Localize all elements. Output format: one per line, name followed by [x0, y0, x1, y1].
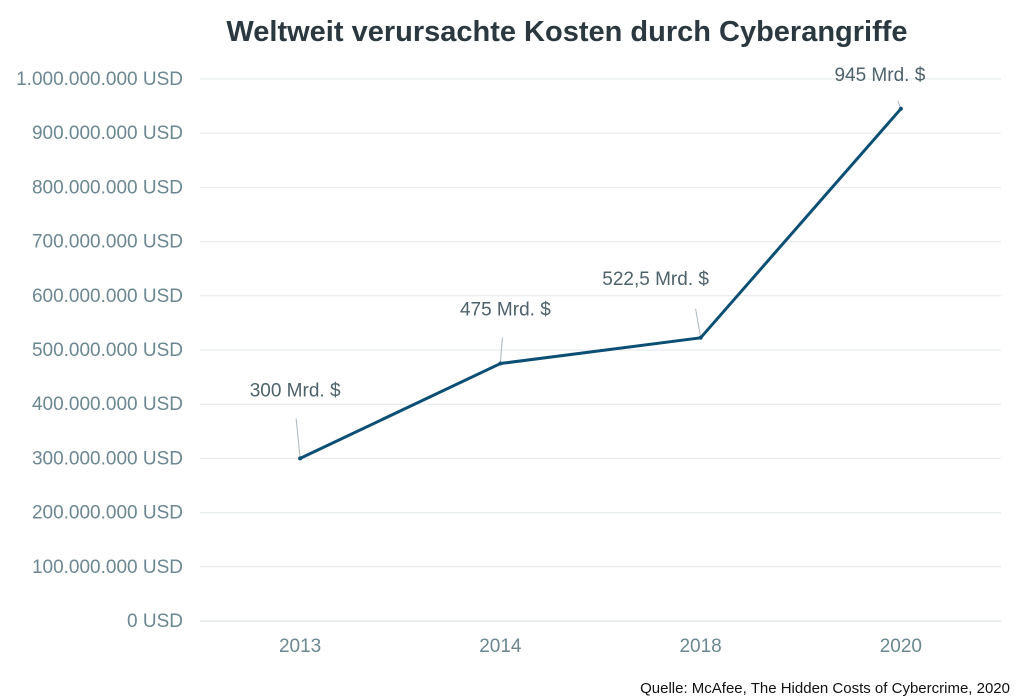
- y-tick-label: 0 USD: [127, 611, 183, 632]
- data-point: [298, 456, 303, 461]
- x-tick-label: 2014: [479, 636, 522, 657]
- data-point: [898, 106, 903, 111]
- chart-title: Weltweit verursachte Kosten durch Cybera…: [226, 16, 907, 48]
- data-label: 300 Mrd. $: [250, 380, 341, 401]
- y-axis: 0 USD 100.000.000 USD 200.000.000 USD 300.0…: [16, 69, 183, 632]
- data-labels: 300 Mrd. $ 475 Mrd. $ 522,5 Mrd. $ 945 Mrd.…: [250, 65, 926, 402]
- y-tick-label: 400.000.000 USD: [32, 394, 183, 415]
- series-layer: [298, 106, 903, 461]
- x-tick-label: 2013: [279, 636, 321, 657]
- y-tick-label: 600.000.000 USD: [32, 286, 183, 307]
- y-tick-label: 700.000.000 USD: [32, 232, 183, 253]
- data-point: [498, 361, 503, 366]
- leader-line: [695, 308, 702, 338]
- x-tick-label: 2020: [880, 636, 922, 657]
- leader-line: [295, 418, 301, 459]
- y-tick-label: 100.000.000 USD: [32, 557, 183, 578]
- series-line: [298, 107, 903, 460]
- data-label: 945 Mrd. $: [834, 65, 925, 86]
- data-point: [698, 335, 703, 340]
- x-tick-label: 2018: [679, 636, 721, 657]
- data-label: 475 Mrd. $: [460, 300, 551, 321]
- y-tick-label: 800.000.000 USD: [32, 177, 183, 198]
- leader-line: [499, 337, 503, 364]
- y-tick-label: 300.000.000 USD: [32, 448, 183, 469]
- y-tick-label: 500.000.000 USD: [32, 340, 183, 361]
- source-note: Quelle: McAfee, The Hidden Costs of Cybe…: [640, 680, 1010, 697]
- x-axis: 2013 2014 2018 2020: [279, 636, 922, 657]
- leader-lines: [295, 100, 902, 459]
- y-tick-label: 1.000.000.000 USD: [16, 69, 183, 90]
- y-tick-label: 900.000.000 USD: [32, 123, 183, 144]
- y-tick-label: 200.000.000 USD: [32, 503, 183, 524]
- data-label: 522,5 Mrd. $: [602, 269, 709, 290]
